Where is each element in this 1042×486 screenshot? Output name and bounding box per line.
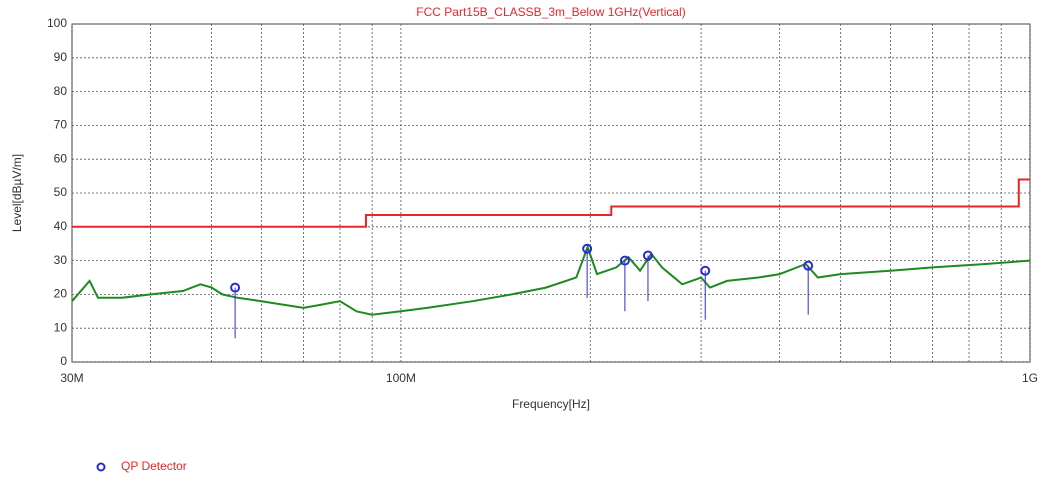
legend-marker	[96, 462, 106, 472]
qp-marker	[230, 282, 241, 293]
y-tick-label: 100	[47, 16, 67, 30]
chart-title: FCC Part15B_CLASSB_3m_Below 1GHz(Vertica…	[416, 5, 685, 19]
series-line	[71, 244, 1031, 316]
qp-marker	[642, 250, 653, 261]
qp-marker	[582, 243, 593, 254]
qp-marker	[803, 260, 814, 271]
y-tick-label: 70	[54, 118, 68, 132]
series-line	[72, 178, 1030, 228]
legend-label: QP Detector	[121, 459, 187, 473]
qp-marker	[700, 265, 711, 276]
x-tick-label: 30M	[60, 371, 83, 385]
y-tick-label: 50	[54, 185, 68, 199]
x-tick-label: 1G	[1022, 371, 1038, 385]
y-tick-label: 60	[54, 151, 68, 165]
y-axis-label: Level[dBµV/m]	[10, 154, 24, 232]
x-tick-label: 100M	[386, 371, 416, 385]
y-tick-label: 30	[54, 253, 68, 267]
y-tick-label: 0	[60, 354, 67, 368]
y-tick-label: 40	[54, 219, 68, 233]
y-tick-label: 90	[54, 50, 68, 64]
y-tick-label: 80	[54, 84, 68, 98]
plot-area	[71, 23, 1031, 363]
qp-marker	[619, 255, 630, 266]
x-axis-label: Frequency[Hz]	[512, 397, 590, 411]
y-tick-label: 10	[54, 320, 68, 334]
y-tick-label: 20	[54, 287, 68, 301]
